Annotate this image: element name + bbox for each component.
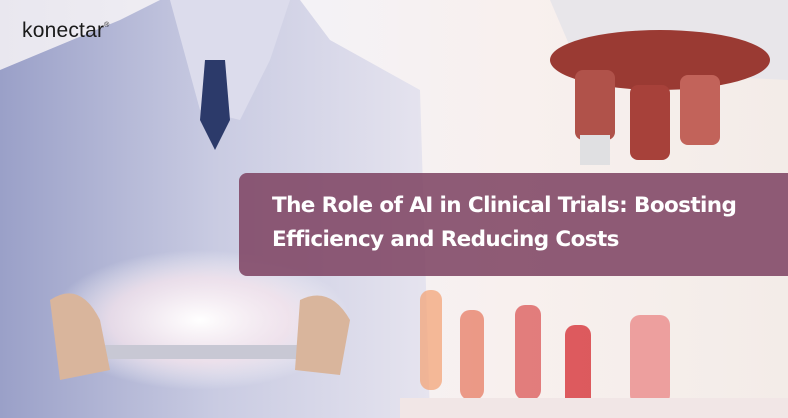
logo-text: konectar <box>22 19 105 42</box>
test-tubes-illustration <box>400 290 788 418</box>
registered-mark: ® <box>104 22 110 29</box>
scientist-illustration <box>0 0 430 418</box>
title-overlay: The Role of AI in Clinical Trials: Boost… <box>239 173 788 276</box>
microscope-illustration <box>550 0 788 165</box>
konectar-logo: konectar® <box>22 19 110 43</box>
page-title: The Role of AI in Clinical Trials: Boost… <box>272 193 737 252</box>
